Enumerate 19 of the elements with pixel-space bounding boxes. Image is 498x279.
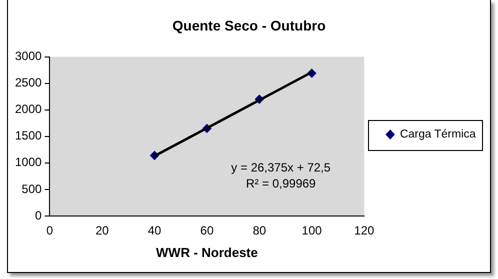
x-tick-label: 80 xyxy=(252,224,266,238)
y-tick-label: 1000 xyxy=(14,155,42,170)
x-tick-label: 100 xyxy=(302,224,322,238)
x-tick-label: 40 xyxy=(148,224,162,238)
y-tick-label: 2500 xyxy=(14,76,42,90)
chart-title: Quente Seco - Outubro xyxy=(172,17,326,34)
y-tick-label: 2000 xyxy=(14,102,42,116)
x-tick-label: 20 xyxy=(95,224,110,238)
x-tick-label: 60 xyxy=(200,224,214,238)
y-tick-label: 0 xyxy=(35,208,42,222)
x-tick-label: 0 xyxy=(46,224,54,238)
y-tick-label: 3000 xyxy=(14,49,42,64)
x-tick-label: 120 xyxy=(354,224,375,238)
y-tick-label: 500 xyxy=(22,182,42,196)
y-tick-label: 1500 xyxy=(14,128,42,143)
annotation: y = 26,375x + 72,5 xyxy=(231,160,331,174)
annotation: R² = 0,99969 xyxy=(246,176,316,190)
legend-label: Carga Térmica xyxy=(400,128,476,141)
x-axis-title: WWR - Nordeste xyxy=(156,244,258,260)
